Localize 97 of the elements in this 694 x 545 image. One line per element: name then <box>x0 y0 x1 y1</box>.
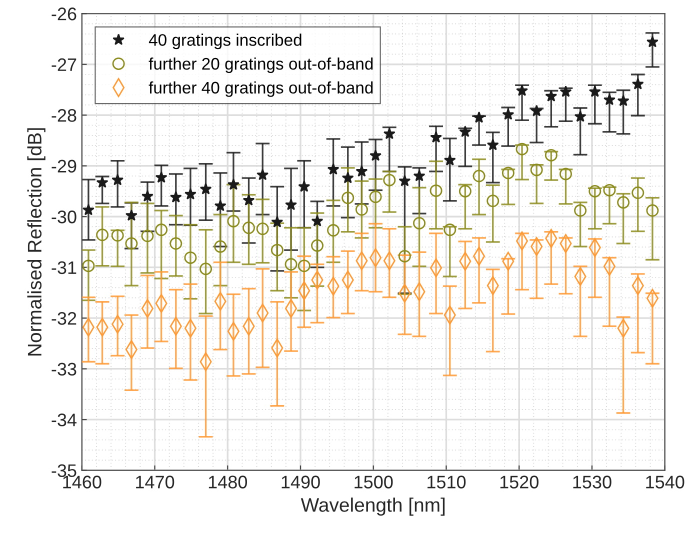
point <box>184 188 196 200</box>
y-tick-label: -29 <box>52 160 76 173</box>
point <box>170 237 182 250</box>
point <box>516 142 528 156</box>
point <box>141 190 154 202</box>
point <box>214 240 227 253</box>
point <box>383 174 396 186</box>
point <box>574 110 586 122</box>
x-tick-label: 1470 <box>136 476 174 488</box>
point <box>530 164 543 176</box>
point <box>256 222 269 236</box>
legend-label: 40 gratings inscribed <box>148 34 302 50</box>
point <box>472 170 486 182</box>
x-tick-label: 1460 <box>63 476 102 488</box>
point <box>214 200 226 212</box>
point <box>311 214 324 226</box>
point <box>459 126 472 138</box>
point <box>544 148 558 162</box>
point <box>444 154 456 166</box>
y-axis-title: Normalised Reflection [dB] <box>27 128 46 356</box>
point <box>227 178 240 190</box>
point <box>502 108 514 120</box>
point <box>327 163 340 175</box>
point <box>356 165 368 177</box>
y-tick-label: -34 <box>52 414 77 426</box>
point <box>530 104 543 116</box>
point <box>560 168 572 180</box>
point <box>82 260 95 272</box>
point <box>327 224 340 237</box>
point <box>430 131 442 143</box>
point <box>111 229 124 242</box>
x-tick-label: 1540 <box>646 476 684 488</box>
point <box>270 244 284 256</box>
point <box>355 203 368 216</box>
point <box>413 170 426 182</box>
point <box>342 172 354 184</box>
y-tick-label: -28 <box>52 109 76 122</box>
point <box>200 262 212 276</box>
point <box>486 138 499 150</box>
point <box>200 182 212 194</box>
point <box>646 204 659 217</box>
point <box>342 192 354 204</box>
point <box>271 216 284 228</box>
point <box>242 222 256 234</box>
point <box>285 198 298 210</box>
point <box>502 166 514 180</box>
point <box>369 190 382 204</box>
x-tick-label: 1520 <box>500 476 538 488</box>
legend-label: further 20 gratings out-of-band <box>148 57 373 74</box>
y-tick-label: -31 <box>52 261 76 274</box>
point <box>82 204 94 216</box>
y-tick-label: -26 <box>52 8 76 20</box>
y-tick-label: -30 <box>52 210 76 224</box>
point <box>170 191 182 203</box>
point <box>227 214 240 228</box>
y-tick-label: -33 <box>52 362 76 376</box>
point <box>473 111 486 123</box>
y-tick-label: -27 <box>52 58 76 71</box>
point <box>632 78 644 90</box>
point <box>603 94 616 106</box>
point <box>588 86 601 97</box>
point <box>125 237 138 250</box>
point <box>486 194 500 208</box>
point <box>370 149 382 161</box>
x-axis-title: Wavelength [nm] <box>300 498 445 516</box>
point <box>458 184 472 198</box>
y-tick-label: -32 <box>52 312 76 325</box>
x-tick-label: 1480 <box>208 476 248 488</box>
point <box>632 186 644 200</box>
point <box>141 230 154 242</box>
point <box>125 209 138 221</box>
point <box>298 180 310 192</box>
legend-label: further 40 gratings out-of-band <box>148 81 373 97</box>
point <box>398 174 411 186</box>
point <box>112 174 124 186</box>
point <box>155 171 168 183</box>
point <box>311 239 324 252</box>
point <box>430 184 442 197</box>
point <box>96 228 109 242</box>
point <box>242 194 255 206</box>
point <box>256 168 269 180</box>
x-tick-label: 1510 <box>428 476 466 488</box>
x-tick-label: 1490 <box>282 476 320 488</box>
point <box>184 251 197 264</box>
point <box>617 94 630 106</box>
point <box>413 216 426 230</box>
point <box>298 260 310 272</box>
point <box>155 224 168 236</box>
point <box>574 204 587 217</box>
point <box>284 258 298 271</box>
point <box>617 196 630 209</box>
x-tick-label: 1530 <box>573 476 612 488</box>
point <box>516 84 528 96</box>
point <box>646 36 658 48</box>
x-tick-label: 1500 <box>354 476 393 488</box>
point <box>383 128 396 140</box>
y-tick-label: -35 <box>52 464 76 478</box>
